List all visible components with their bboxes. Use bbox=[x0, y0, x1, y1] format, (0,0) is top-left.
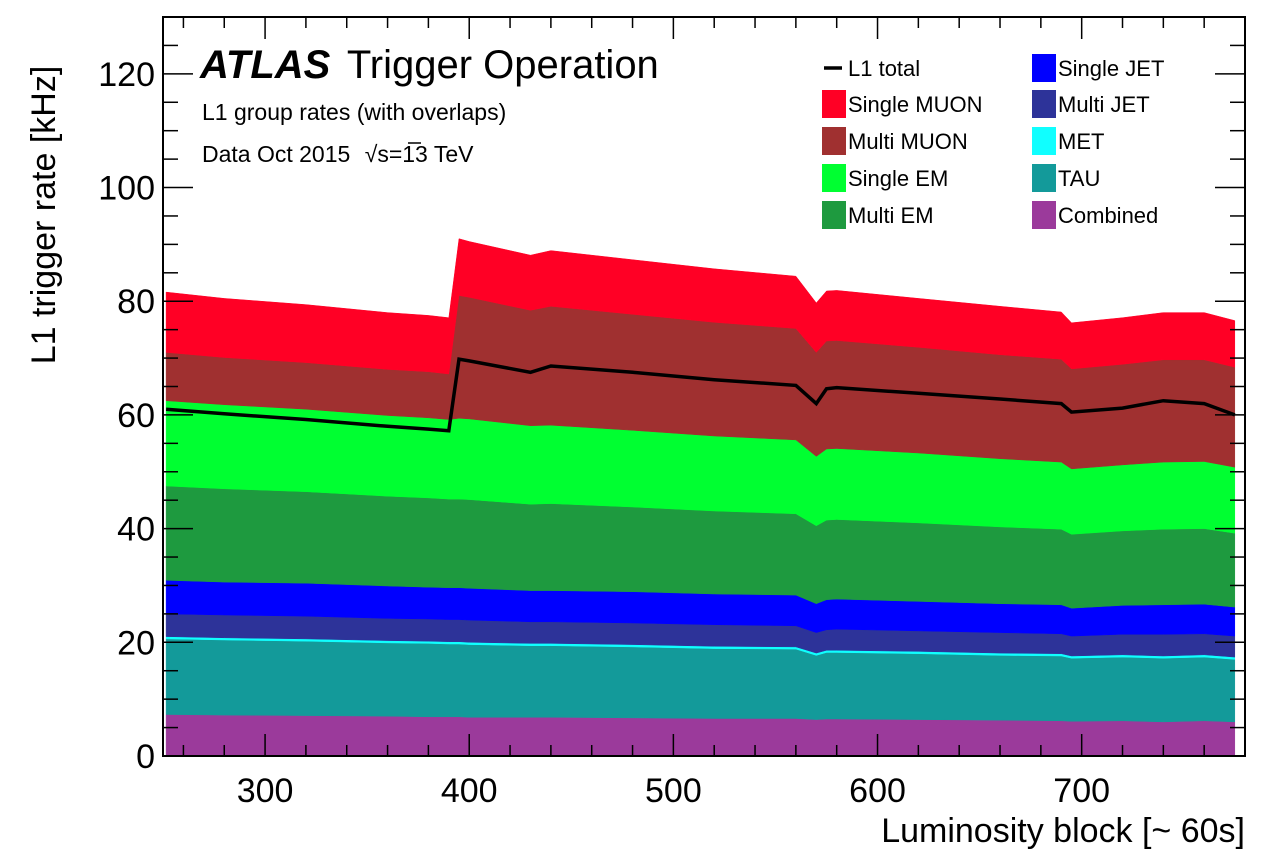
legend-item-multi-muon: Multi MUON bbox=[822, 127, 968, 155]
legend-swatch bbox=[1032, 164, 1056, 192]
legend-swatch bbox=[822, 127, 846, 155]
legend-label: Single JET bbox=[1058, 56, 1164, 81]
legend-swatch bbox=[1032, 201, 1056, 229]
legend-item-l1-total: L1 total bbox=[824, 56, 920, 81]
legend-swatch bbox=[822, 164, 846, 192]
legend-swatch bbox=[1032, 54, 1056, 82]
legend-item-combined: Combined bbox=[1032, 201, 1158, 229]
annotation-block: ATLAS Trigger Operation L1 group rates (… bbox=[199, 43, 659, 167]
legend-item-met: MET bbox=[1032, 127, 1104, 155]
legend-item-single-jet: Single JET bbox=[1032, 54, 1164, 82]
y-tick-label: 20 bbox=[117, 624, 155, 662]
x-tick-label: 400 bbox=[441, 772, 498, 810]
stacked-areas bbox=[165, 238, 1236, 757]
legend: L1 total Single MUON Multi MUON Single EM Mu… bbox=[822, 54, 1164, 229]
legend-label: MET bbox=[1058, 129, 1104, 154]
legend-swatch bbox=[1032, 127, 1056, 155]
legend-label: L1 total bbox=[848, 56, 920, 81]
y-tick-label: 120 bbox=[98, 56, 155, 94]
legend-item-multi-em: Multi EM bbox=[822, 201, 934, 229]
annotation-line-2: Data Oct 2015 √s=13 TeV bbox=[202, 141, 474, 167]
y-tick-label: 100 bbox=[98, 170, 155, 208]
y-tick-labels: 0 20 40 60 80 100 120 bbox=[98, 56, 155, 776]
y-tick-label: 40 bbox=[117, 511, 155, 549]
legend-label: Combined bbox=[1058, 203, 1158, 228]
legend-label: Multi JET bbox=[1058, 92, 1150, 117]
legend-label: Multi EM bbox=[848, 203, 934, 228]
x-tick-label: 700 bbox=[1053, 772, 1110, 810]
legend-label: Multi MUON bbox=[848, 129, 968, 154]
legend-swatch bbox=[1032, 90, 1056, 118]
legend-swatch bbox=[822, 201, 846, 229]
annotation-energy: =13 TeV bbox=[389, 141, 474, 167]
legend-label: Single EM bbox=[848, 166, 948, 191]
y-tick-label: 80 bbox=[117, 283, 155, 321]
atlas-label: ATLAS Trigger Operation bbox=[199, 43, 659, 87]
x-tick-labels: 300 400 500 600 700 bbox=[237, 772, 1110, 810]
y-tick-label: 60 bbox=[117, 397, 155, 435]
atlas-suffix: Trigger Operation bbox=[347, 43, 659, 87]
x-tick-label: 300 bbox=[237, 772, 294, 810]
annotation-line-1: L1 group rates (with overlaps) bbox=[202, 99, 506, 125]
series-line-l1-total bbox=[165, 357, 1236, 433]
area-single-muon bbox=[165, 238, 1236, 375]
legend-item-single-muon: Single MUON bbox=[822, 90, 982, 118]
y-axis-title: L1 trigger rate [kHz] bbox=[25, 66, 63, 365]
y-tick-label: 0 bbox=[136, 738, 155, 776]
annotation-data-text: Data Oct 2015 bbox=[202, 141, 350, 167]
atlas-brand: ATLAS bbox=[199, 43, 331, 87]
legend-label: Single MUON bbox=[848, 92, 982, 117]
annotation-sqrt-arg: s bbox=[377, 141, 389, 167]
axis-ticks bbox=[163, 16, 1246, 757]
legend-item-single-em: Single EM bbox=[822, 164, 948, 192]
sqrt-symbol: √ bbox=[365, 141, 378, 167]
legend-item-multi-jet: Multi JET bbox=[1032, 90, 1150, 118]
legend-label: TAU bbox=[1058, 166, 1100, 191]
legend-swatch bbox=[822, 90, 846, 118]
x-tick-label: 600 bbox=[849, 772, 906, 810]
legend-item-tau: TAU bbox=[1032, 164, 1100, 192]
x-axis-title: Luminosity block [~ 60s] bbox=[881, 812, 1245, 850]
x-tick-label: 500 bbox=[645, 772, 702, 810]
